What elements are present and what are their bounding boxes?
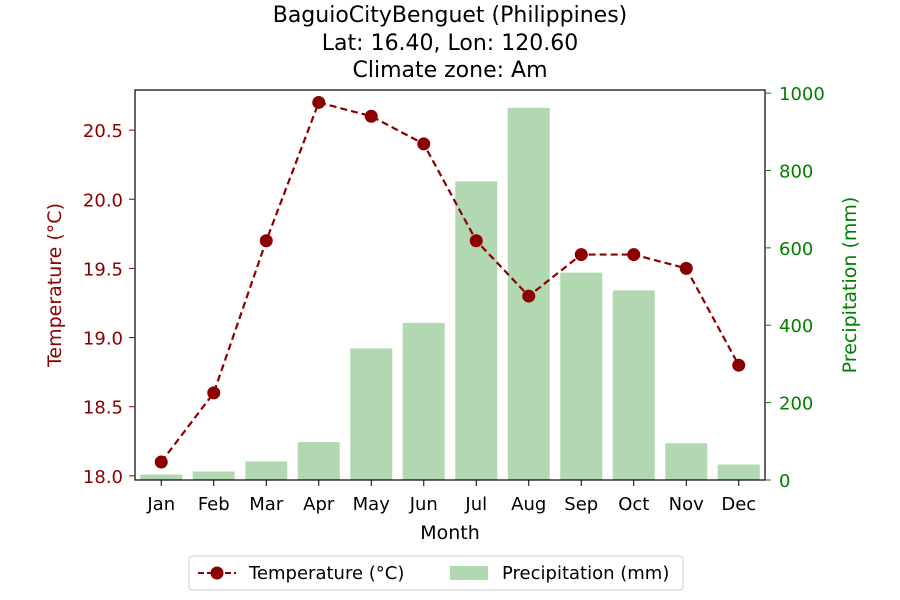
precipitation-bar-jan <box>140 474 183 480</box>
title-line-3: Climate zone: Am <box>352 58 547 83</box>
precipitation-bar-mar <box>245 461 288 480</box>
temperature-point-mar <box>259 234 273 248</box>
temperature-point-apr <box>312 95 326 109</box>
x-tick-label: Jul <box>464 494 487 515</box>
plot-frame <box>134 89 766 481</box>
right-tick-label: 600 <box>779 239 813 260</box>
precipitation-bars <box>140 107 760 481</box>
temperature-line <box>160 101 740 463</box>
precipitation-bar-feb <box>192 471 235 480</box>
left-tick-label: 20.5 <box>83 121 123 142</box>
right-axis-label: Precipitation (mm) <box>839 197 861 374</box>
right-tick-label: 800 <box>779 161 813 182</box>
precipitation-bar-dec <box>717 464 760 480</box>
x-tick-label: Sep <box>564 494 598 515</box>
temperature-point-sep <box>574 248 588 262</box>
temperature-point-oct <box>627 248 641 262</box>
legend-box <box>188 555 684 591</box>
right-tick-label: 1000 <box>779 84 825 105</box>
temperature-point-jul <box>469 234 483 248</box>
title-line-2: Lat: 16.40, Lon: 120.60 <box>322 31 578 56</box>
precipitation-bar-oct <box>612 290 655 480</box>
left-axis-ticks: 18.0 18.5 19.0 19.5 20.0 20.5 <box>83 121 135 488</box>
x-tick-label: Nov <box>669 494 704 515</box>
right-axis-ticks: 0 200 400 600 800 1000 <box>765 84 825 492</box>
temperature-point-dec <box>732 358 746 372</box>
x-tick-label: Jun <box>409 494 438 515</box>
precipitation-bar-apr <box>297 442 340 480</box>
x-axis-ticks: Jan Feb Mar Apr May Jun Jul Aug Sep Oct Nov Dec <box>146 480 756 515</box>
right-tick-label: 400 <box>779 316 813 337</box>
right-tick-label: 0 <box>779 471 790 492</box>
legend: Temperature (°C) Precipitation (mm) <box>188 555 684 591</box>
left-tick-label: 18.0 <box>83 467 123 488</box>
x-tick-label: Jan <box>146 494 175 515</box>
x-tick-label: Mar <box>249 494 284 515</box>
temperature-line-layer <box>154 95 746 469</box>
temperature-point-aug <box>522 289 536 303</box>
legend-precipitation-label: Precipitation (mm) <box>502 563 669 584</box>
left-tick-label: 20.0 <box>83 190 123 211</box>
x-tick-label: Aug <box>511 494 546 515</box>
precipitation-bar-jun <box>402 322 445 480</box>
x-tick-label: May <box>353 494 391 515</box>
x-axis-label: Month <box>420 522 480 544</box>
right-tick-label: 200 <box>779 394 813 415</box>
precipitation-bar-sep <box>560 272 603 480</box>
left-tick-label: 18.5 <box>83 398 123 419</box>
x-tick-label: Dec <box>721 494 756 515</box>
temperature-point-nov <box>679 261 693 275</box>
chart-title: BaguioCityBenguet (Philippines) Lat: 16.… <box>273 3 628 83</box>
temperature-point-jan <box>154 455 168 469</box>
temperature-point-jun <box>417 137 431 151</box>
legend-temperature-marker <box>210 566 224 580</box>
temperature-point-feb <box>207 386 221 400</box>
x-tick-label: Feb <box>198 494 230 515</box>
temperature-point-may <box>364 109 378 123</box>
title-line-1: BaguioCityBenguet (Philippines) <box>273 3 628 28</box>
x-tick-label: Apr <box>303 494 335 515</box>
left-tick-label: 19.0 <box>83 329 123 350</box>
legend-temperature-label: Temperature (°C) <box>248 563 404 584</box>
precipitation-bar-nov <box>665 443 708 480</box>
left-axis-label: Temperature (°C) <box>44 203 66 368</box>
precipitation-bar-jul <box>455 181 498 481</box>
x-tick-label: Oct <box>618 494 649 515</box>
legend-precipitation-swatch <box>450 566 488 580</box>
left-tick-label: 19.5 <box>83 259 123 280</box>
precipitation-bar-may <box>350 348 393 480</box>
